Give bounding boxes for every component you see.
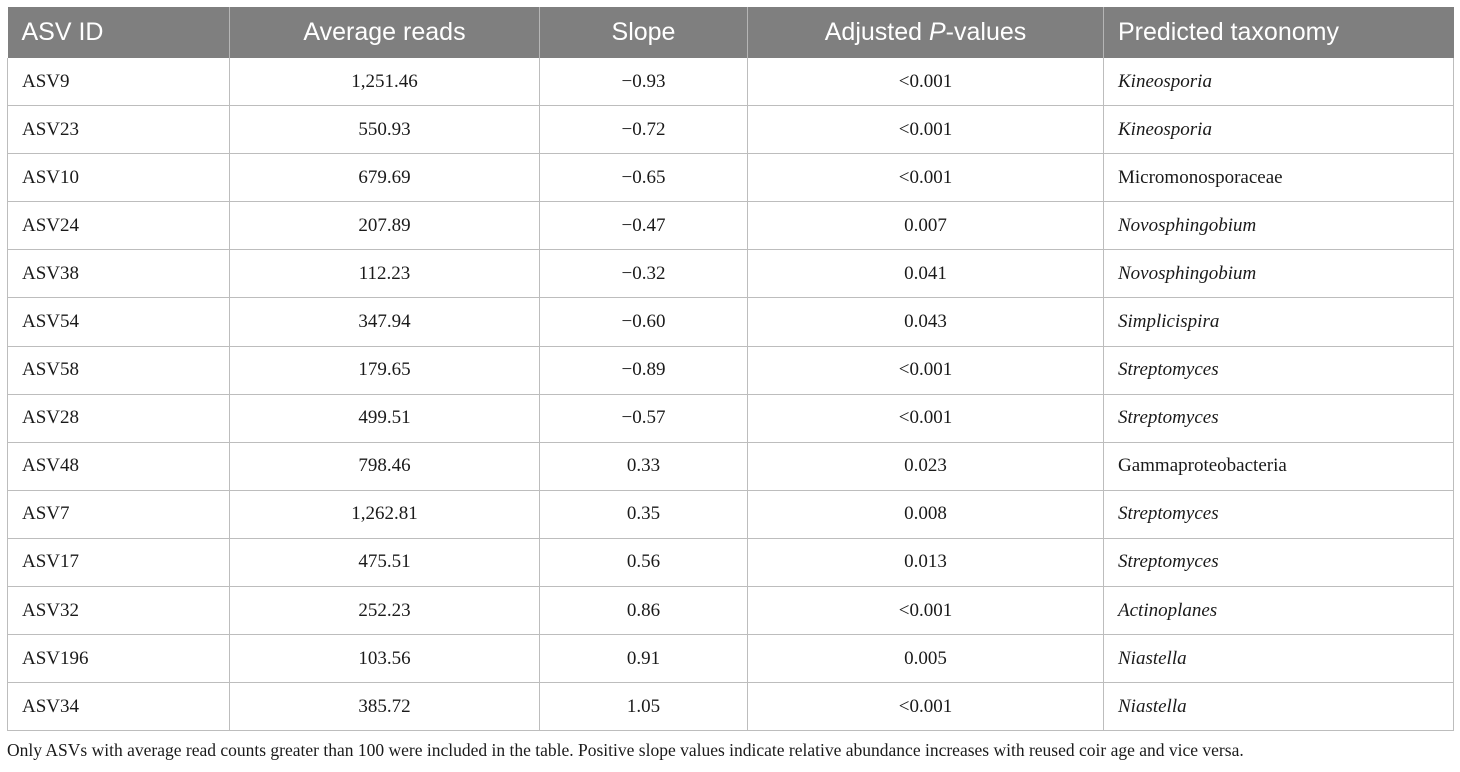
cell-slope: −0.72: [539, 105, 748, 155]
cell-asv-id: ASV24: [7, 201, 230, 251]
cell-adjusted-p-value: <0.001: [747, 346, 1104, 395]
cell-adjusted-p-value: 0.005: [747, 634, 1104, 684]
table-row: ASV196 103.56 0.91 0.005 Niastella: [7, 634, 1454, 684]
table-row: ASV17 475.51 0.56 0.013 Streptomyces: [7, 538, 1454, 588]
table-row: ASV9 1,251.46 −0.93 <0.001 Kineosporia: [7, 58, 1454, 107]
cell-adjusted-p-value: <0.001: [747, 58, 1104, 107]
table-row: ASV58 179.65 −0.89 <0.001 Streptomyces: [7, 346, 1454, 395]
cell-adjusted-p-value: 0.023: [747, 442, 1104, 491]
cell-asv-id: ASV58: [7, 346, 230, 395]
cell-predicted-taxonomy: Niastella: [1103, 682, 1454, 732]
table-row: ASV38 112.23 −0.32 0.041 Novosphingobium: [7, 249, 1454, 299]
header-row: ASV ID Average reads Slope Adjusted P-va…: [7, 7, 1454, 58]
cell-slope: −0.32: [539, 249, 748, 299]
cell-adjusted-p-value: 0.043: [747, 297, 1104, 347]
cell-slope: 1.05: [539, 682, 748, 732]
cell-average-reads: 179.65: [229, 346, 540, 395]
cell-slope: 0.33: [539, 442, 748, 491]
cell-slope: −0.60: [539, 297, 748, 347]
cell-predicted-taxonomy: Actinoplanes: [1103, 586, 1454, 636]
cell-adjusted-p-value: 0.041: [747, 249, 1104, 299]
cell-adjusted-p-value: 0.013: [747, 538, 1104, 588]
cell-slope: −0.89: [539, 346, 748, 395]
cell-average-reads: 499.51: [229, 394, 540, 443]
cell-average-reads: 103.56: [229, 634, 540, 684]
cell-asv-id: ASV28: [7, 394, 230, 443]
header-slope: Slope: [539, 7, 748, 58]
cell-asv-id: ASV7: [7, 490, 230, 539]
header-adjusted-p-values: Adjusted P-values: [747, 7, 1104, 58]
cell-slope: −0.65: [539, 153, 748, 203]
cell-predicted-taxonomy: Gammaproteobacteria: [1103, 442, 1454, 491]
cell-predicted-taxonomy: Kineosporia: [1103, 105, 1454, 155]
cell-average-reads: 679.69: [229, 153, 540, 203]
table-body: ASV9 1,251.46 −0.93 <0.001 Kineosporia ASV23 5…: [7, 58, 1454, 732]
cell-asv-id: ASV196: [7, 634, 230, 684]
cell-predicted-taxonomy: Novosphingobium: [1103, 249, 1454, 299]
table-row: ASV24 207.89 −0.47 0.007 Novosphingobium: [7, 201, 1454, 251]
cell-average-reads: 1,251.46: [229, 58, 540, 107]
cell-asv-id: ASV9: [7, 58, 230, 107]
cell-adjusted-p-value: 0.008: [747, 490, 1104, 539]
cell-asv-id: ASV17: [7, 538, 230, 588]
cell-asv-id: ASV38: [7, 249, 230, 299]
table-row: ASV32 252.23 0.86 <0.001 Actinoplanes: [7, 586, 1454, 636]
cell-predicted-taxonomy: Simplicispira: [1103, 297, 1454, 347]
cell-slope: −0.57: [539, 394, 748, 443]
header-adj-p-prefix: Adjusted: [824, 18, 929, 46]
header-adj-p-italic: P: [928, 18, 946, 46]
asv-slope-table: ASV ID Average reads Slope Adjusted P-va…: [7, 7, 1454, 732]
results-table-container: ASV ID Average reads Slope Adjusted P-va…: [7, 7, 1454, 732]
cell-average-reads: 207.89: [229, 201, 540, 251]
cell-predicted-taxonomy: Streptomyces: [1103, 538, 1454, 588]
table-row: ASV48 798.46 0.33 0.023 Gammaproteobacteria: [7, 442, 1454, 491]
cell-asv-id: ASV48: [7, 442, 230, 491]
cell-average-reads: 1,262.81: [229, 490, 540, 539]
cell-asv-id: ASV23: [7, 105, 230, 155]
cell-slope: −0.93: [539, 58, 748, 107]
cell-slope: −0.47: [539, 201, 748, 251]
header-predicted-taxonomy: Predicted taxonomy: [1103, 7, 1454, 58]
cell-adjusted-p-value: 0.007: [747, 201, 1104, 251]
table-row: ASV10 679.69 −0.65 <0.001 Micromonosporaceae: [7, 153, 1454, 203]
cell-average-reads: 550.93: [229, 105, 540, 155]
cell-average-reads: 385.72: [229, 682, 540, 732]
cell-predicted-taxonomy: Niastella: [1103, 634, 1454, 684]
table-row: ASV28 499.51 −0.57 <0.001 Streptomyces: [7, 394, 1454, 443]
cell-predicted-taxonomy: Micromonosporaceae: [1103, 153, 1454, 203]
cell-predicted-taxonomy: Kineosporia: [1103, 58, 1454, 107]
cell-asv-id: ASV32: [7, 586, 230, 636]
cell-predicted-taxonomy: Streptomyces: [1103, 490, 1454, 539]
cell-predicted-taxonomy: Novosphingobium: [1103, 201, 1454, 251]
cell-adjusted-p-value: <0.001: [747, 394, 1104, 443]
header-asv-id: ASV ID: [7, 7, 230, 58]
cell-average-reads: 347.94: [229, 297, 540, 347]
cell-adjusted-p-value: <0.001: [747, 105, 1104, 155]
cell-slope: 0.35: [539, 490, 748, 539]
cell-average-reads: 252.23: [229, 586, 540, 636]
cell-adjusted-p-value: <0.001: [747, 586, 1104, 636]
header-average-reads: Average reads: [229, 7, 540, 58]
table-row: ASV7 1,262.81 0.35 0.008 Streptomyces: [7, 490, 1454, 539]
cell-adjusted-p-value: <0.001: [747, 153, 1104, 203]
cell-average-reads: 112.23: [229, 249, 540, 299]
table-row: ASV34 385.72 1.05 <0.001 Niastella: [7, 682, 1454, 732]
cell-predicted-taxonomy: Streptomyces: [1103, 394, 1454, 443]
cell-asv-id: ASV54: [7, 297, 230, 347]
table-header: ASV ID Average reads Slope Adjusted P-va…: [7, 7, 1454, 58]
cell-slope: 0.56: [539, 538, 748, 588]
table-row: ASV54 347.94 −0.60 0.043 Simplicispira: [7, 297, 1454, 347]
header-adj-p-suffix: -values: [945, 18, 1027, 46]
cell-slope: 0.86: [539, 586, 748, 636]
cell-asv-id: ASV10: [7, 153, 230, 203]
cell-slope: 0.91: [539, 634, 748, 684]
cell-average-reads: 475.51: [229, 538, 540, 588]
cell-average-reads: 798.46: [229, 442, 540, 491]
table-footnote: Only ASVs with average read counts great…: [7, 740, 1244, 760]
table-row: ASV23 550.93 −0.72 <0.001 Kineosporia: [7, 105, 1454, 155]
cell-adjusted-p-value: <0.001: [747, 682, 1104, 732]
cell-asv-id: ASV34: [7, 682, 230, 732]
cell-predicted-taxonomy: Streptomyces: [1103, 346, 1454, 395]
